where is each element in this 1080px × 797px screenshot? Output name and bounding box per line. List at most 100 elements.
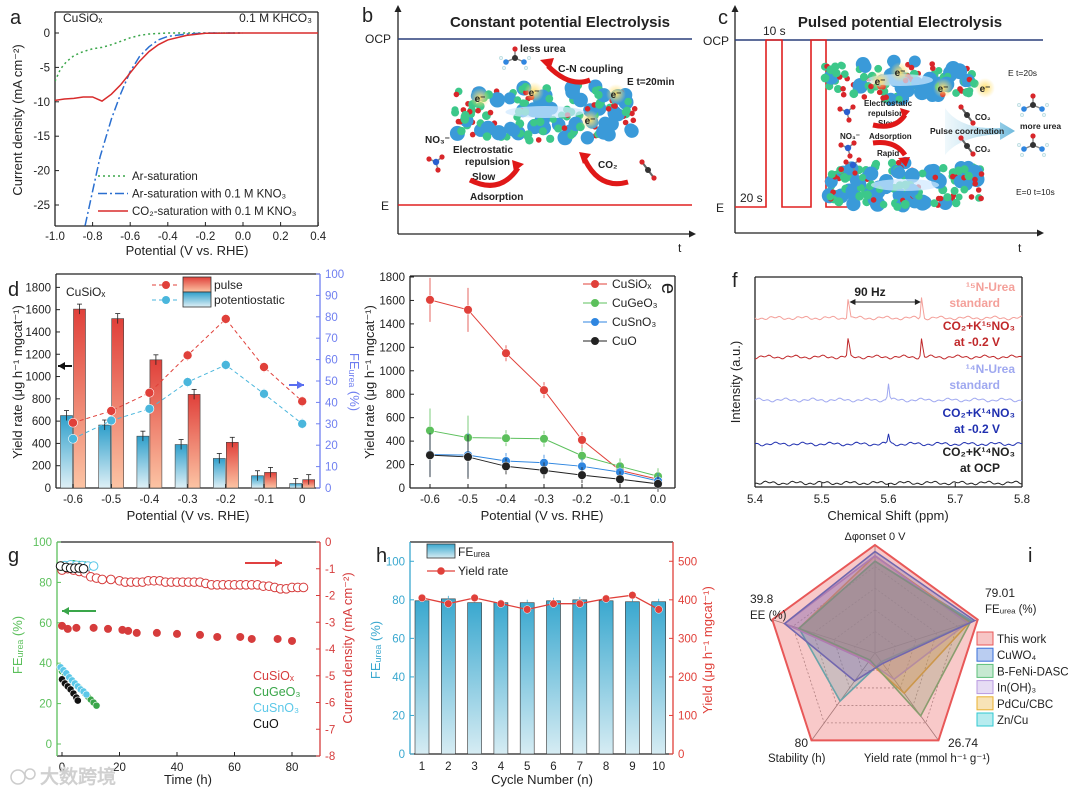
- sample-annotation: CuSiOₓ: [66, 285, 105, 299]
- atom: [929, 61, 935, 67]
- nitrate-molecule-icon: [838, 140, 857, 159]
- y-tick-label: 80: [392, 595, 405, 607]
- fe-bar: [625, 601, 640, 755]
- electron-label: e⁻: [529, 88, 540, 99]
- fe-point-0: [236, 632, 245, 641]
- x-tick-label: 0.0: [235, 231, 251, 243]
- catalyst-cluster-illustration: e⁻ e⁻ e⁻ e⁻: [449, 79, 639, 146]
- x-tick-label: 5.6: [881, 494, 897, 506]
- oxygen-atom: [850, 104, 856, 110]
- atom: [978, 195, 984, 202]
- panel-i-radar: i Δφonset 0 V 79.01 FEᵤᵣₑₐ (%) 26.74 Yield ra…: [750, 531, 1069, 765]
- oxygen-atom: [426, 156, 432, 162]
- x-tick-label: -0.6: [420, 494, 440, 506]
- hydrogen-atom: [1042, 113, 1046, 117]
- atom: [950, 186, 959, 195]
- radar-axis-label: FEᵤᵣₑₐ (%): [985, 604, 1037, 616]
- panel-a-chart: a CuSiOₓ 0.1 M KHCO₃ -1.0 -0.8 -0.6 -0.4 -0.2 0.…: [10, 7, 327, 258]
- bar-potentiostatic: [174, 444, 188, 489]
- atom: [846, 196, 861, 212]
- x-axis-label: Cycle Number (n): [491, 772, 593, 787]
- legend-label: CuO: [612, 334, 637, 348]
- nitrate-molecule-icon: [837, 104, 856, 123]
- legend-swatch: [976, 631, 994, 646]
- atom: [861, 94, 868, 100]
- t-label: t: [1018, 241, 1022, 255]
- atom: [968, 194, 975, 200]
- panel-label: g: [8, 545, 19, 567]
- radar-grid-ring: [792, 566, 958, 724]
- atom: [935, 195, 942, 202]
- x-axis-label: Potential (V vs. RHE): [481, 508, 604, 523]
- watermark-logo: 大数跨境: [10, 765, 116, 788]
- carbon-atom: [645, 167, 651, 173]
- x-tick-label: 6: [550, 761, 556, 773]
- electron-label: e⁻: [938, 84, 949, 95]
- fe-point-2: [82, 690, 91, 699]
- carbon-atom: [512, 55, 518, 61]
- arrow-head: [898, 157, 910, 167]
- co2-molecule-icon: [958, 135, 976, 157]
- oxygen-atom: [856, 157, 862, 163]
- y2-tick-label: 400: [678, 595, 697, 607]
- radar-axis-max-value: 39.8: [750, 592, 774, 606]
- data-point: [501, 433, 511, 443]
- radar-series-2: [797, 560, 972, 718]
- legend-label: CuSnO₃: [612, 315, 656, 329]
- y2-tick-label: 20: [325, 440, 338, 452]
- carbon-atom: [1030, 142, 1036, 148]
- fe-point-0: [273, 634, 282, 643]
- data-point: [463, 452, 473, 462]
- radar-axis-label: EE (%): [750, 610, 787, 622]
- y-tick-label: 200: [32, 461, 51, 473]
- atom: [451, 108, 460, 117]
- hydrogen-atom: [1042, 153, 1046, 157]
- radar-series-0: [771, 543, 979, 742]
- y-tick-label: 400: [386, 436, 405, 448]
- axis-arrowhead: [394, 5, 402, 12]
- trace-sublabel: standard: [949, 296, 1000, 310]
- radar-axis-max-value: 79.01: [985, 586, 1015, 600]
- atom: [594, 90, 603, 100]
- electron-label: e⁻: [895, 68, 906, 79]
- arrow-head: [58, 362, 65, 370]
- legend-label: This work: [997, 634, 1046, 646]
- y-tick-label: 1400: [25, 327, 51, 339]
- legend-label: CuSiOₓ: [612, 277, 651, 291]
- fe-bar: [467, 602, 482, 755]
- nmr-trace-2: [754, 383, 1023, 403]
- atom: [840, 86, 846, 92]
- hydrogen-atom: [1017, 143, 1021, 147]
- y-tick-label: -10: [33, 97, 50, 109]
- ocp-label: OCP: [703, 34, 729, 48]
- panel-d-chart: d CuSiOₓ020040060080010001200140016001800…: [8, 269, 362, 523]
- yield-point: [602, 594, 611, 603]
- y-tick-label: 40: [39, 658, 52, 670]
- y2-tick-label: -3: [325, 617, 335, 629]
- x-tick-label: 5.5: [814, 494, 830, 506]
- co2-label: CO₂: [975, 145, 991, 154]
- y2-tick-label: 300: [678, 633, 697, 645]
- y-tick-label: 1200: [379, 342, 405, 354]
- panel-label: b: [362, 5, 373, 27]
- y-tick-label: 100: [33, 537, 52, 549]
- atom: [960, 165, 969, 174]
- hydrogen-atom: [1020, 113, 1024, 117]
- y2-tick-label: -1: [325, 564, 335, 576]
- data-point: [577, 435, 587, 445]
- series-line-2: [55, 32, 318, 102]
- yield-line: [421, 594, 660, 611]
- nitrogen-atom: [432, 158, 440, 166]
- series-line-0: [55, 32, 243, 82]
- fe-point-0: [89, 623, 98, 632]
- x-tick-label: -0.3: [178, 494, 198, 506]
- y-tick-label: 1000: [379, 366, 405, 378]
- atom: [622, 119, 629, 126]
- yield-point: [523, 605, 532, 614]
- x-tick-label: -0.6: [120, 231, 140, 243]
- y-tick-label: -20: [33, 166, 50, 178]
- atom: [863, 166, 879, 181]
- nitrogen-atom: [844, 144, 852, 152]
- panel-g-frame: [56, 541, 321, 757]
